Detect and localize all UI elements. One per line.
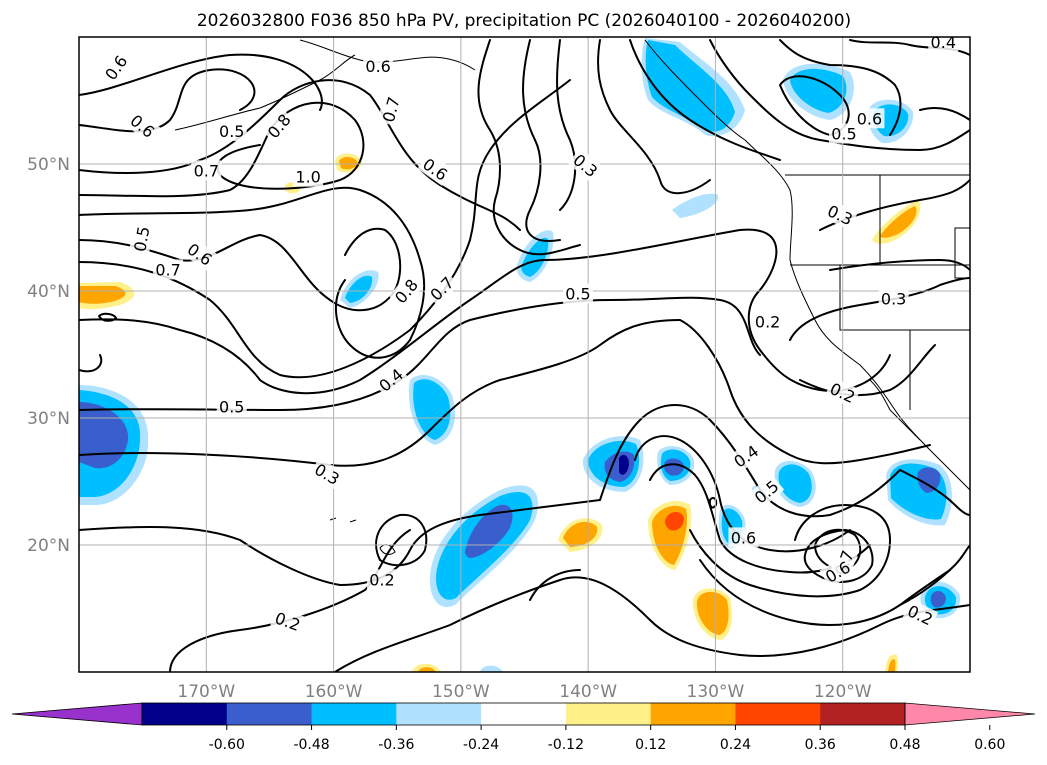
precip-blob-158w-mid [345, 275, 373, 303]
colorbar-tick-label: 0.60 [974, 737, 1005, 753]
lon-tick-label: 150°W [432, 682, 490, 702]
svg-text:0.6: 0.6 [857, 109, 882, 128]
precip-blob-bottom-blue [480, 665, 503, 672]
precip-blob-small [672, 193, 719, 218]
contour-label: 0.7 [191, 160, 222, 181]
contour-label: 0.6 [728, 527, 759, 548]
contour-label: 0.5 [216, 120, 247, 141]
contour-label: 1.0 [293, 166, 324, 187]
colorbar-bin [735, 703, 821, 725]
lon-tick-label: 160°W [305, 682, 363, 702]
contour-label: 0.2 [366, 569, 397, 590]
longitude-tick-labels: 170°W 160°W 150°W 140°W 130°W 120°W [177, 682, 871, 702]
colorbar-bin [565, 703, 652, 725]
colorbar-tick-label: -0.48 [293, 737, 329, 753]
colorbar-tick-label: -0.60 [209, 737, 245, 753]
precip-blob-150w-mid [413, 379, 451, 440]
svg-text:0.6: 0.6 [731, 528, 756, 547]
svg-text:0.7: 0.7 [194, 161, 219, 180]
colorbar-tick-label: 0.12 [635, 737, 666, 753]
colorbar-tick-label: 0.36 [805, 737, 836, 753]
contour-label: 0.7 [153, 259, 184, 280]
colorbar-bin [650, 703, 736, 725]
lat-tick-label: 30°N [27, 409, 70, 429]
contour-label: 0.3 [878, 288, 909, 309]
colorbar-bin [226, 703, 313, 725]
svg-text:0.4: 0.4 [931, 33, 956, 52]
contour-label: 0.5 [562, 283, 593, 304]
colorbar-extend-low [11, 702, 143, 726]
precip-blob-west-core [79, 402, 129, 469]
svg-text:0.5: 0.5 [565, 285, 590, 304]
precip-shading [79, 38, 961, 672]
colorbar-bin [311, 703, 397, 725]
lon-tick-label: 170°W [177, 682, 235, 702]
contour-label: 0.5 [216, 396, 247, 417]
colorbar-tick-label: 0.24 [720, 737, 751, 753]
lat-tick-label: 40°N [27, 282, 70, 302]
latitude-tick-labels: 50°N 40°N 30°N 20°N [27, 155, 70, 556]
colorbar-bin [142, 703, 228, 725]
colorbar-tick-label: -0.24 [463, 737, 499, 753]
contour-label: 0.3 [309, 457, 346, 491]
precip-blob-112w-core [930, 590, 946, 608]
lat-tick-label: 50°N [27, 155, 70, 175]
svg-text:0.5: 0.5 [831, 125, 856, 144]
graticule [79, 37, 970, 672]
svg-text:0.5: 0.5 [219, 398, 244, 417]
contour-label: 0.5 [128, 222, 154, 256]
map-frame [78, 36, 971, 673]
precip-blob-bottom-orange-mid [418, 667, 436, 672]
precip-pos-165w-mid [339, 157, 358, 170]
precip-blob-alaska-mid [645, 40, 735, 132]
svg-text:0.3: 0.3 [881, 290, 906, 309]
svg-text:0.5: 0.5 [219, 122, 244, 141]
contour-label: 0.2 [270, 606, 306, 636]
precip-pos-west-mid [79, 286, 126, 304]
precip-pos-116w-mid [888, 659, 896, 672]
colorbar-extend-high [904, 702, 1036, 726]
precip-blob-137w-peak [619, 454, 629, 475]
lon-tick-label: 130°W [687, 682, 745, 702]
colorbar-bin [396, 703, 482, 725]
contour-label: 0.6 [363, 56, 394, 77]
precip-blob-126w-mid [778, 464, 812, 503]
precip-blob-mexico-core [917, 467, 941, 493]
svg-text:0.2: 0.2 [369, 570, 394, 589]
precip-blob-132w-core [664, 458, 684, 476]
contour-labels: 0.60.6 0.5 0.80.7 1.0 0.60.60.70.50.60.70.8 0… [99, 33, 959, 636]
colorbar-bin [481, 703, 567, 725]
svg-text:0.6: 0.6 [365, 57, 390, 76]
map-panel: 0.60.6 0.5 0.80.7 1.0 0.60.60.70.50.60.70.8 0… [79, 33, 970, 672]
precip-blob-ne1-mid [790, 68, 847, 113]
colorbar-tick-label: -0.36 [378, 737, 414, 753]
colorbar-tick-label: 0.48 [889, 737, 920, 753]
colorbar-tick-label: -0.12 [548, 737, 584, 753]
precip-blob-145w-mid [521, 237, 549, 277]
contour-label: 0.5 [828, 123, 859, 144]
colorbar-bin [820, 703, 906, 725]
colorbar: -0.60 -0.48 -0.36 -0.24 -0.12 0.12 0.24 0.36 0.4… [11, 702, 1036, 753]
lon-tick-label: 140°W [559, 682, 617, 702]
contour-label: 0.6 [854, 108, 885, 129]
precip-pos-134w-core [665, 512, 684, 531]
lon-tick-label: 120°W [814, 682, 872, 702]
precip-pos-142w-mid [563, 521, 598, 547]
contour-label: 0.2 [752, 311, 783, 332]
contour-label: 0.4 [928, 33, 959, 53]
lat-tick-label: 20°N [27, 536, 70, 556]
svg-text:0.7: 0.7 [155, 260, 180, 279]
svg-text:1.0: 1.0 [295, 168, 320, 187]
precip-pos-117w-mid [880, 206, 917, 238]
svg-text:0.2: 0.2 [755, 312, 780, 331]
svg-text:0.5: 0.5 [130, 225, 153, 253]
precip-pos-131w-mid [696, 591, 729, 635]
figure-title: 2026032800 F036 850 hPa PV, precipitatio… [197, 11, 851, 31]
